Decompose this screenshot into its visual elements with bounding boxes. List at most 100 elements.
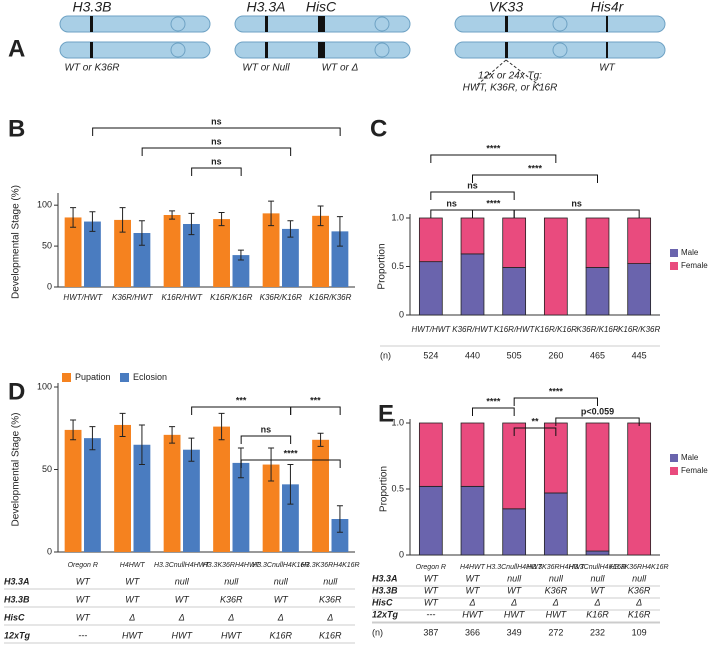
legend-swatch: [62, 373, 71, 382]
x-tick-label: H3.3CnullH4HWT: [486, 564, 542, 571]
error-bar: [70, 419, 77, 441]
table-cell: K36R: [220, 594, 243, 604]
locus: [606, 42, 608, 58]
legend-label: Female: [681, 466, 708, 475]
table-cell: WT: [424, 585, 439, 595]
x-tick-label: K16R/K16R: [210, 293, 252, 302]
error-bar: [70, 207, 77, 228]
bar-segment: [627, 217, 652, 264]
error-bar: [169, 426, 176, 444]
error-bar: [336, 216, 343, 247]
significance-bracket: [472, 407, 515, 416]
x-tick-label: K16R/K36R: [309, 293, 351, 302]
table-cell: K36R: [545, 585, 568, 595]
allele-label: WT or Null: [242, 63, 290, 74]
bar: [84, 221, 101, 287]
error-bar: [336, 505, 343, 533]
error-bar: [218, 212, 225, 227]
legend-label: Female: [681, 261, 708, 270]
table-cell: WT: [76, 594, 91, 604]
table-row-label: H3.3A: [372, 573, 398, 583]
significance-bracket: [430, 209, 473, 218]
bar: [213, 426, 230, 552]
table-cell: WT: [466, 573, 481, 583]
x-tick-label: K36R/K16R: [260, 293, 302, 302]
bar: [163, 215, 181, 287]
table-row-label: 12xTg: [4, 630, 31, 640]
table-cell: K16R: [628, 609, 651, 619]
error-bar: [317, 205, 324, 227]
n-value: 440: [465, 350, 480, 360]
n-value: 524: [423, 350, 438, 360]
bar-segment: [585, 422, 610, 552]
y-tick-label: 1.0: [391, 417, 404, 427]
centromere: [374, 42, 390, 58]
y-tick-label: 0: [399, 309, 404, 319]
significance-label: ns: [211, 116, 222, 126]
legend-label: Eclosion: [133, 372, 167, 382]
significance-label: ns: [211, 136, 222, 146]
allele-label: WT or K36R: [64, 63, 119, 74]
table-cell: Δ: [468, 597, 475, 607]
y-tick-label: 50: [42, 240, 52, 250]
allele-label: WT: [599, 63, 615, 74]
significance-bracket: [430, 191, 515, 200]
table-cell: WT: [507, 585, 522, 595]
significance-bracket: [191, 167, 242, 176]
table-cell: WT: [274, 594, 289, 604]
y-tick-label: 0: [47, 281, 52, 291]
x-tick-label: K36R/HWT: [452, 325, 494, 334]
error-bar: [138, 424, 145, 466]
x-tick-label: K16R/HWT: [494, 325, 536, 334]
x-tick-label: HWT/HWT: [63, 293, 103, 302]
significance-label: ns: [571, 198, 582, 208]
x-tick-label: H3.3CnullH4HWT: [154, 562, 210, 569]
table-cell: null: [224, 576, 239, 586]
table-cell: Δ: [552, 597, 559, 607]
table-cell: WT: [76, 576, 91, 586]
table-cell: Δ: [227, 612, 234, 622]
n-value: 387: [423, 627, 438, 637]
significance-bracket: [191, 406, 292, 415]
bar: [64, 429, 82, 552]
table-cell: WT: [466, 585, 481, 595]
table-cell: null: [323, 576, 338, 586]
table-cell: WT: [591, 585, 606, 595]
bar: [84, 438, 101, 552]
table-cell: Δ: [635, 597, 642, 607]
locus: [318, 42, 325, 58]
significance-bracket: [472, 209, 515, 218]
n-value: 465: [590, 350, 605, 360]
table-cell: K16R: [586, 609, 609, 619]
panel-label: E: [378, 400, 394, 427]
allele-label: WT or Δ: [322, 63, 359, 74]
bar-segment: [418, 217, 443, 263]
table-cell: HWT: [172, 630, 194, 640]
table-cell: HWT: [546, 609, 568, 619]
significance-bracket: [240, 459, 341, 468]
error-bar: [268, 447, 275, 482]
table-row-label: 12xTg: [372, 609, 399, 619]
legend-swatch: [670, 262, 678, 270]
gene-label: HisC: [306, 0, 337, 15]
significance-bracket: [513, 427, 557, 436]
bar-segment: [460, 485, 485, 556]
significance-label: p<0.059: [581, 406, 614, 416]
bar: [312, 439, 329, 552]
transgene-label: HWT, K36R, or K16R: [463, 83, 558, 94]
locus: [505, 42, 508, 58]
y-tick-label: 0: [47, 546, 52, 556]
table-cell: Δ: [178, 612, 185, 622]
significance-label: ns: [446, 198, 457, 208]
centromere: [552, 42, 568, 58]
significance-label: ****: [528, 163, 543, 173]
table-cell: null: [175, 576, 190, 586]
locus: [265, 16, 268, 32]
panel-label: A: [8, 35, 25, 62]
x-tick-label: K16R/K16R: [535, 325, 577, 334]
table-cell: WT: [175, 594, 190, 604]
significance-bracket: [472, 174, 598, 183]
locus: [505, 16, 508, 32]
centromere: [374, 16, 390, 32]
